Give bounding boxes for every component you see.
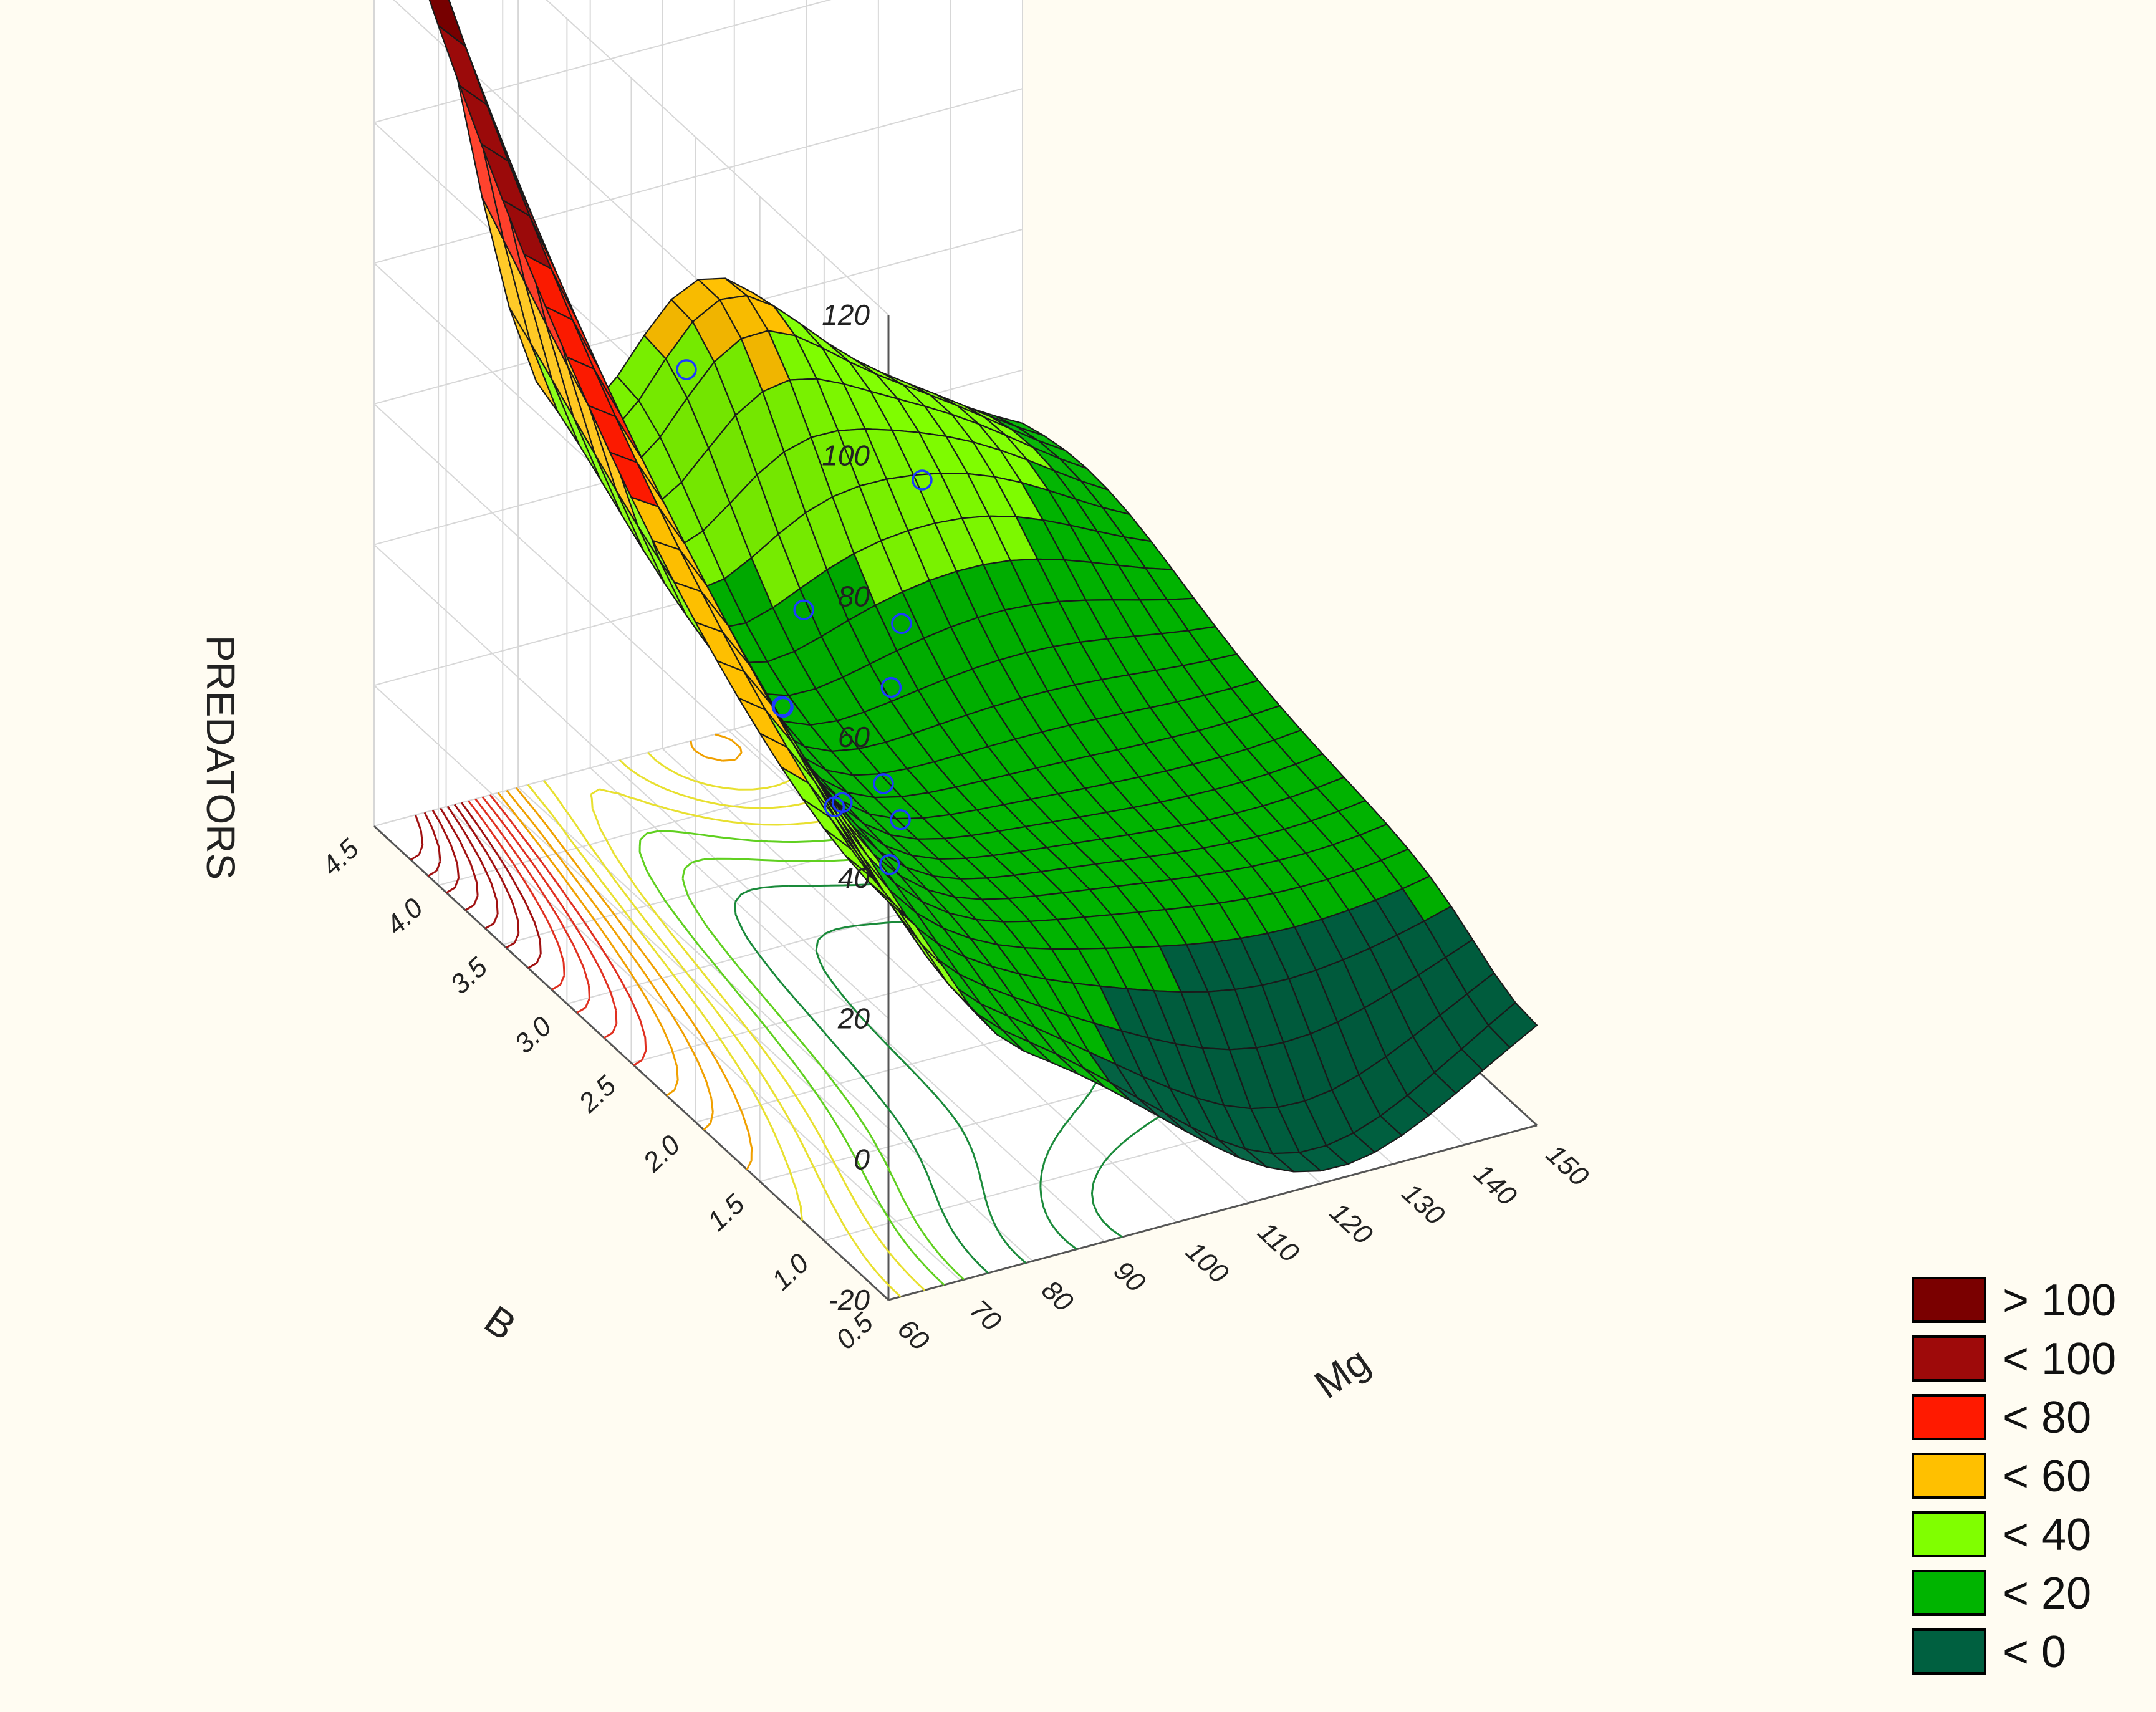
contour-line: [506, 789, 714, 1131]
contour-line: [481, 796, 618, 1039]
x-tick-label: 150: [1540, 1138, 1594, 1192]
z-tick-label: 100: [822, 440, 870, 472]
contour-line: [468, 800, 565, 991]
x-axis-title: Mg: [1306, 1339, 1377, 1407]
z-tick-label: 20: [837, 1003, 870, 1035]
legend-label: < 20: [2003, 1569, 2091, 1618]
contour-line: [474, 798, 590, 1014]
z-tick-label: -20: [829, 1284, 870, 1316]
observed-point: [879, 854, 900, 875]
contour-line: [431, 809, 460, 894]
y-tick-label: 2.5: [572, 1070, 622, 1119]
legend-swatch: [1912, 1511, 1986, 1557]
surface-cell: [866, 879, 917, 926]
observed-point: [880, 676, 902, 698]
z-tick-label: 80: [838, 580, 870, 612]
legend-label: < 80: [2003, 1393, 2091, 1443]
gridline-x: [445, 806, 961, 1281]
observed-point: [793, 599, 814, 620]
z-tick-label: 60: [838, 721, 870, 753]
x-tick-label: 110: [1252, 1216, 1305, 1269]
gridline-x: [589, 767, 1105, 1243]
contour-line: [497, 792, 679, 1097]
x-axis-line: [888, 1124, 1538, 1301]
legend-swatch: [1912, 1277, 1986, 1323]
observed-points: [676, 359, 933, 875]
x-tick-label: 60: [892, 1313, 935, 1357]
gridline-z: [373, 88, 1023, 264]
legend-label: < 0: [2003, 1627, 2066, 1677]
z-tick-label: 120: [822, 299, 870, 331]
contour-line: [446, 806, 499, 930]
legend-label: < 60: [2003, 1451, 2091, 1501]
contour-line: [489, 794, 647, 1066]
y-axis-line: [373, 825, 890, 1301]
floor-contours: [410, 659, 1450, 1297]
contour-line: [410, 814, 424, 861]
observed-point: [890, 809, 911, 830]
observed-point: [891, 613, 912, 635]
y-tick-label: 1.0: [766, 1248, 816, 1296]
y-tick-label: 3.5: [445, 951, 494, 1000]
legend-swatch: [1912, 1453, 1986, 1499]
response-surface: [428, 0, 1538, 1173]
x-tick-label: 100: [1180, 1236, 1234, 1289]
observed-point: [676, 359, 697, 380]
legend-label: < 100: [2003, 1334, 2116, 1384]
x-tick-label: 90: [1108, 1255, 1152, 1299]
z-tick-label: 40: [838, 862, 870, 894]
y-axis-title: B: [476, 1297, 524, 1349]
observed-point: [873, 773, 894, 794]
observed-point: [912, 469, 933, 491]
y-tick-label: 4.0: [380, 892, 430, 941]
gridline-x: [662, 748, 1177, 1223]
z-tick-label: 0: [854, 1143, 870, 1175]
x-tick-label: 130: [1396, 1178, 1450, 1231]
z-axis-title: PREDATORS: [198, 635, 243, 880]
x-tick-label: 140: [1468, 1158, 1523, 1212]
legend: > 100 < 100 < 80 < 60 < 40 < 20 < 0: [1912, 1276, 2116, 1677]
y-tick-label: 3.0: [509, 1011, 558, 1059]
contour-line: [440, 807, 479, 911]
y-tick-label: 1.5: [701, 1188, 751, 1237]
legend-swatch: [1912, 1394, 1986, 1440]
legend-label: < 40: [2003, 1510, 2091, 1560]
x-tick-label: 80: [1036, 1274, 1079, 1318]
legend-swatch: [1912, 1570, 1986, 1616]
legend-swatch: [1912, 1335, 1986, 1382]
observed-point: [772, 696, 794, 718]
observed-point: [832, 792, 853, 814]
y-tick-label: 2.0: [637, 1129, 686, 1178]
y-tick-label: 4.5: [316, 833, 365, 882]
contour-line: [460, 802, 542, 969]
legend-label: > 100: [2003, 1276, 2116, 1325]
x-tick-label: 120: [1324, 1197, 1378, 1251]
contour-line: [423, 812, 441, 877]
legend-swatch: [1912, 1628, 1986, 1675]
contour-line: [453, 804, 520, 949]
contour-line: [515, 733, 753, 1170]
x-tick-label: 70: [964, 1294, 1008, 1337]
